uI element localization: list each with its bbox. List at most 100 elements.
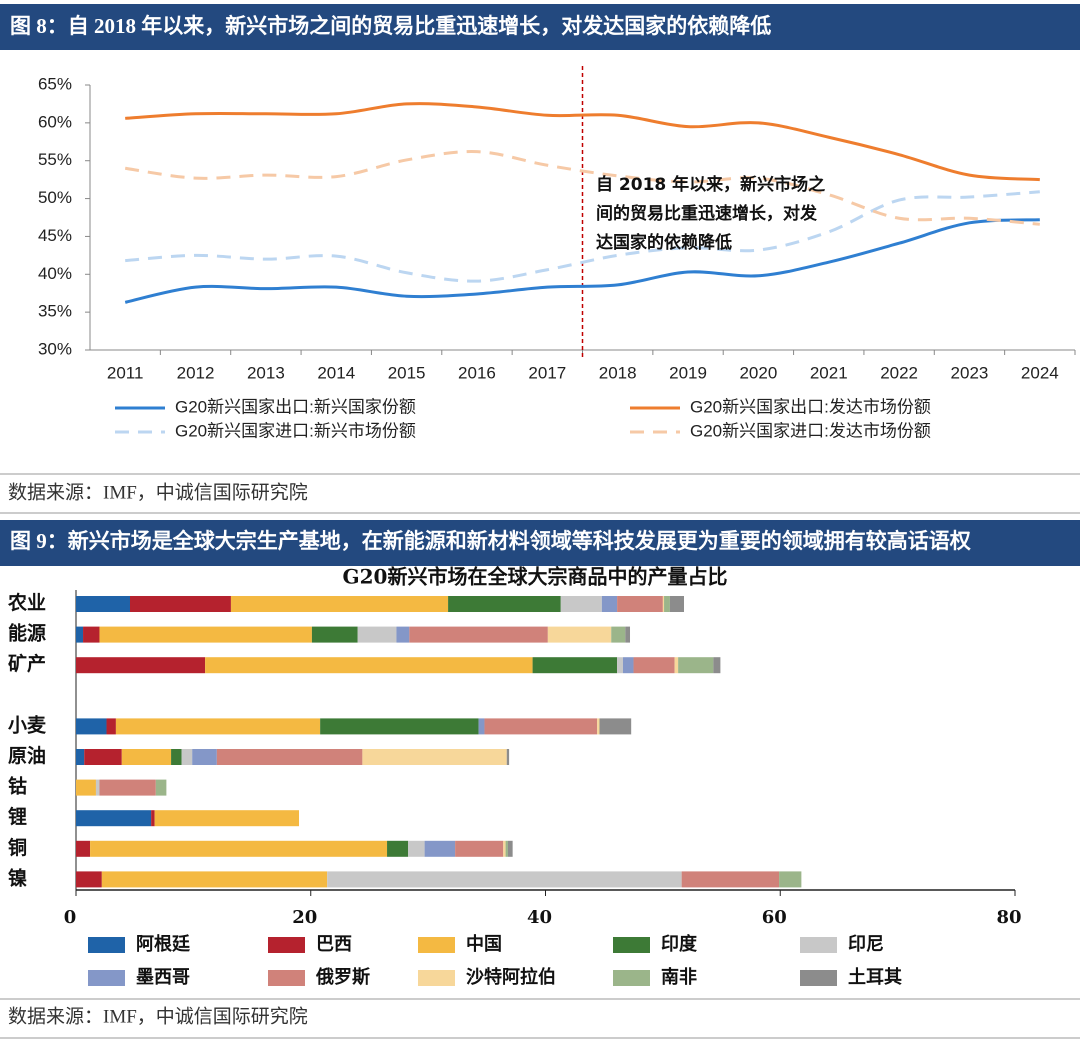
y-tick-label: 能源: [8, 622, 46, 645]
bar-segment: [674, 657, 679, 674]
y-tick-label: 铜: [8, 836, 27, 859]
bar-segment: [678, 657, 714, 674]
bar-segment: [76, 840, 91, 857]
bar-segment: [507, 840, 513, 857]
x-tick-label: 0: [64, 907, 77, 928]
y-tick-label: 原油: [8, 745, 46, 767]
caption: 图 8：自 2018 年以来，新兴市场之间的贸易比重迅速增长，对发达国家的依赖降…: [10, 14, 771, 38]
bar-segment: [95, 779, 100, 796]
legend-swatch: [88, 970, 125, 986]
bar-segment: [76, 810, 152, 827]
legend-label: 印尼: [848, 934, 884, 955]
caption-bar: [0, 4, 1080, 50]
x-tick-label: 2015: [388, 363, 426, 382]
bar-segment: [484, 718, 598, 735]
bar-segment: [448, 596, 561, 612]
y-tick-label: 35%: [38, 302, 72, 321]
bar-segment: [90, 840, 388, 857]
bar-segment: [560, 596, 602, 612]
legend-label: 中国: [466, 933, 502, 955]
bar-segment: [205, 657, 533, 674]
x-tick-label: 80: [996, 907, 1021, 928]
bar-segment: [76, 718, 107, 735]
legend-swatch: [800, 970, 837, 986]
bar-segment: [192, 749, 217, 765]
bar-segment: [151, 810, 155, 827]
legend-swatch: [800, 937, 837, 953]
bar-segment: [617, 596, 663, 612]
legend-label: G20新兴国家进口:新兴市场份额: [175, 421, 416, 440]
legend-label: 南非: [661, 966, 697, 988]
bar-segment: [216, 749, 363, 765]
legend-swatch: [613, 970, 650, 986]
series-line: [125, 102, 1040, 182]
bar-segment: [597, 718, 600, 735]
legend-label: 阿根廷: [136, 933, 191, 955]
bar-segment: [396, 626, 410, 643]
bar-segment: [171, 749, 182, 765]
legend-swatch: [88, 937, 125, 953]
bar-segment: [713, 657, 721, 674]
bar-segment: [83, 626, 100, 643]
bar-segment: [387, 840, 409, 857]
bar-segment: [115, 718, 321, 735]
bar-segment: [76, 871, 102, 888]
x-tick-label: 2013: [247, 363, 285, 382]
bar-segment: [617, 657, 623, 674]
bar-segment: [76, 626, 84, 643]
bar-segment: [181, 749, 193, 765]
y-tick-label: 40%: [38, 264, 72, 283]
bar-segment: [311, 626, 358, 643]
bar-segment: [424, 840, 456, 857]
bar-segment: [669, 596, 685, 612]
y-tick-label: 小麦: [8, 713, 47, 736]
bar-segment: [779, 871, 802, 888]
x-tick-label: 2019: [669, 363, 707, 382]
legend-label: 俄罗斯: [315, 966, 370, 988]
chart-title: G20新兴市场在全球大宗商品中的产量占比: [343, 565, 728, 589]
bar-segment: [662, 596, 665, 612]
x-tick-label: 2016: [458, 363, 496, 382]
bar-segment: [455, 840, 504, 857]
bar-segment: [99, 779, 156, 796]
legend-label: 土耳其: [848, 967, 902, 988]
y-tick-label: 50%: [38, 188, 72, 207]
legend-swatch: [268, 937, 305, 953]
bar-segment: [622, 657, 634, 674]
source: 数据来源：IMF，中诚信国际研究院: [8, 1005, 308, 1027]
bar-segment: [84, 749, 122, 765]
bar-segment: [625, 626, 631, 643]
y-tick-label: 矿产: [8, 652, 46, 675]
bar-segment: [76, 749, 85, 765]
bar-segment: [664, 596, 670, 612]
bar-segment: [362, 749, 507, 765]
bar-segment: [478, 718, 485, 735]
bar-segment: [129, 596, 231, 612]
annotation: 自 2018 年以来，新兴市场之: [596, 174, 825, 195]
x-tick-label: 2022: [880, 363, 918, 382]
bar-segment: [409, 626, 548, 643]
bar-segment: [76, 596, 130, 612]
y-tick-label: 镍: [8, 866, 27, 889]
bar-segment: [503, 840, 506, 857]
y-tick-label: 60%: [38, 112, 72, 131]
caption: 图 9：新兴市场是全球大宗生产基地，在新能源和新材料领域等科技发展更为重要的领域…: [10, 529, 971, 553]
legend-label: 巴西: [316, 934, 352, 955]
y-tick-label: 钴: [8, 775, 27, 798]
bar-segment: [506, 749, 510, 765]
x-tick-label: 2023: [951, 363, 989, 382]
bar-segment: [76, 657, 206, 674]
legend-label: G20新兴国家出口:新兴国家份额: [175, 397, 416, 416]
bar-segment: [327, 871, 682, 888]
bar-segment: [357, 626, 397, 643]
y-tick-label: 锂: [8, 805, 27, 828]
bar-segment: [611, 626, 626, 643]
annotation: 达国家的依赖降低: [596, 232, 732, 253]
series-line: [125, 190, 1040, 283]
legend-swatch: [418, 937, 455, 953]
bar-segment: [601, 596, 618, 612]
legend-label: G20新兴国家出口:发达市场份额: [690, 397, 931, 416]
annotation: 间的贸易比重迅速增长，对发: [596, 203, 818, 224]
x-tick-label: 20: [292, 907, 317, 928]
